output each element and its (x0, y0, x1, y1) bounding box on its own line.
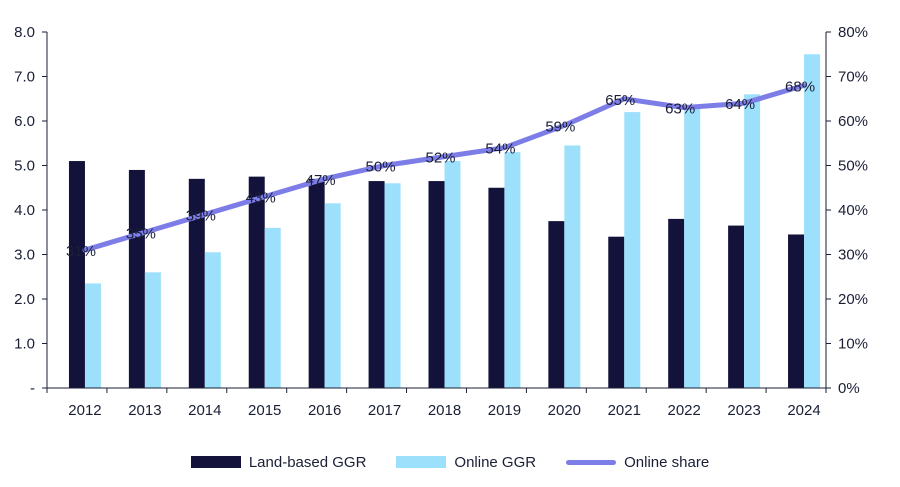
bar-online-2018 (444, 161, 461, 388)
y-left-tick-label: 1.0 (14, 336, 35, 353)
y-right-tick-label: 10% (838, 336, 868, 353)
legend-swatch-online-share (566, 459, 617, 465)
online-share-label-2018: 52% (425, 150, 455, 167)
x-tick-label: 2020 (548, 402, 581, 419)
online-share-label-2023: 64% (725, 96, 755, 113)
bar-online-2015 (264, 227, 281, 388)
legend: Land-based GGR Online GGR Online share (0, 448, 900, 476)
x-tick-label: 2016 (308, 402, 341, 419)
legend-item-online: Online GGR (396, 454, 536, 471)
data-labels-group: 31% 35% 39% 43% 47% 50% 52% 54% 59% 65% 63% 64% 68% (66, 78, 815, 260)
bar-land-based-2015 (248, 176, 265, 388)
bar-online-2020 (564, 145, 581, 388)
bar-online-2016 (324, 203, 341, 388)
y-right-tick-label: 80% (838, 24, 868, 41)
ggr-chart: - 1.0 2.0 3.0 4.0 5.0 6.0 7.0 8.0 0% 10% 20% 30% 40% 5… (14, 24, 868, 419)
online-share-label-2012: 31% (66, 243, 96, 260)
bar-online-2022 (684, 105, 701, 389)
legend-label-online: Online GGR (454, 453, 537, 471)
x-tick-label: 2022 (668, 402, 701, 419)
y-right-tick-label: 40% (838, 202, 868, 219)
bar-land-based-2018 (428, 181, 445, 388)
bar-land-based-2017 (368, 181, 385, 388)
bar-online-2012 (84, 283, 101, 388)
legend-label-land-based: Land-based GGR (248, 453, 367, 471)
legend-swatch-land-based (190, 456, 241, 468)
online-share-label-2016: 47% (306, 172, 336, 189)
online-share-label-2014: 39% (186, 207, 216, 224)
bar-online-2023 (744, 94, 761, 389)
y-right-tick-label: 60% (838, 113, 868, 130)
legend-swatch-online (396, 456, 447, 468)
y-left-tick-label: 5.0 (14, 158, 35, 175)
y-left-tick-label: 6.0 (14, 113, 35, 130)
online-share-label-2022: 63% (665, 101, 695, 118)
bar-land-based-2013 (128, 169, 145, 388)
y-left-tick-label: 8.0 (14, 24, 35, 41)
online-share-label-2021: 65% (605, 92, 635, 109)
y-left-tick-label: 2.0 (14, 291, 35, 308)
online-share-label-2020: 59% (545, 118, 575, 135)
y-left-tick-label: 3.0 (14, 247, 35, 264)
bars-group (68, 54, 821, 389)
x-tick-label: 2024 (787, 402, 820, 419)
bar-land-based-2014 (188, 178, 205, 388)
bar-online-2017 (384, 183, 401, 388)
x-tick-label: 2017 (368, 402, 401, 419)
bar-land-based-2016 (308, 178, 325, 388)
online-share-line (82, 82, 807, 253)
bar-land-based-2012 (68, 161, 85, 388)
bar-land-based-2022 (668, 218, 685, 388)
online-share-label-2017: 50% (366, 159, 396, 176)
x-tick-label: 2018 (428, 402, 461, 419)
y-right-tick-label: 0% (838, 380, 860, 397)
legend-item-online-share: Online share (566, 454, 709, 471)
bar-land-based-2021 (608, 236, 625, 388)
bar-land-based-2024 (788, 234, 805, 388)
x-tick-label: 2021 (608, 402, 641, 419)
bar-online-2019 (504, 152, 521, 388)
online-share-label-2013: 35% (126, 225, 156, 242)
y-right-tick-label: 30% (838, 247, 868, 264)
legend-item-land-based: Land-based GGR (190, 453, 367, 471)
x-tick-label: 2023 (727, 402, 760, 419)
bar-land-based-2019 (488, 187, 505, 388)
y-right-tick-label: 70% (838, 69, 868, 86)
bar-land-based-2023 (728, 225, 745, 388)
y-left-tick-label: 4.0 (14, 202, 35, 219)
x-tick-label: 2019 (488, 402, 521, 419)
bar-online-2013 (144, 272, 161, 388)
x-tick-label: 2012 (68, 402, 101, 419)
online-share-label-2019: 54% (485, 141, 515, 158)
x-tick-label: 2014 (188, 402, 221, 419)
axes-group: - 1.0 2.0 3.0 4.0 5.0 6.0 7.0 8.0 0% 10% 20% 30% 40% 5… (14, 24, 868, 419)
y-right-tick-label: 20% (838, 291, 868, 308)
y-left-tick-label: - (30, 380, 35, 397)
bar-land-based-2020 (548, 221, 565, 388)
bar-online-2024 (804, 54, 821, 388)
online-share-label-2024: 68% (785, 78, 815, 95)
x-tick-label: 2013 (128, 402, 161, 419)
legend-label-online-share: Online share (624, 453, 710, 471)
online-share-line-group (82, 82, 807, 253)
y-right-tick-label: 50% (838, 158, 868, 175)
x-tick-label: 2015 (248, 402, 281, 419)
online-share-label-2015: 43% (246, 190, 276, 207)
bar-online-2021 (624, 112, 641, 388)
y-left-tick-label: 7.0 (14, 69, 35, 86)
bar-online-2014 (204, 252, 221, 388)
